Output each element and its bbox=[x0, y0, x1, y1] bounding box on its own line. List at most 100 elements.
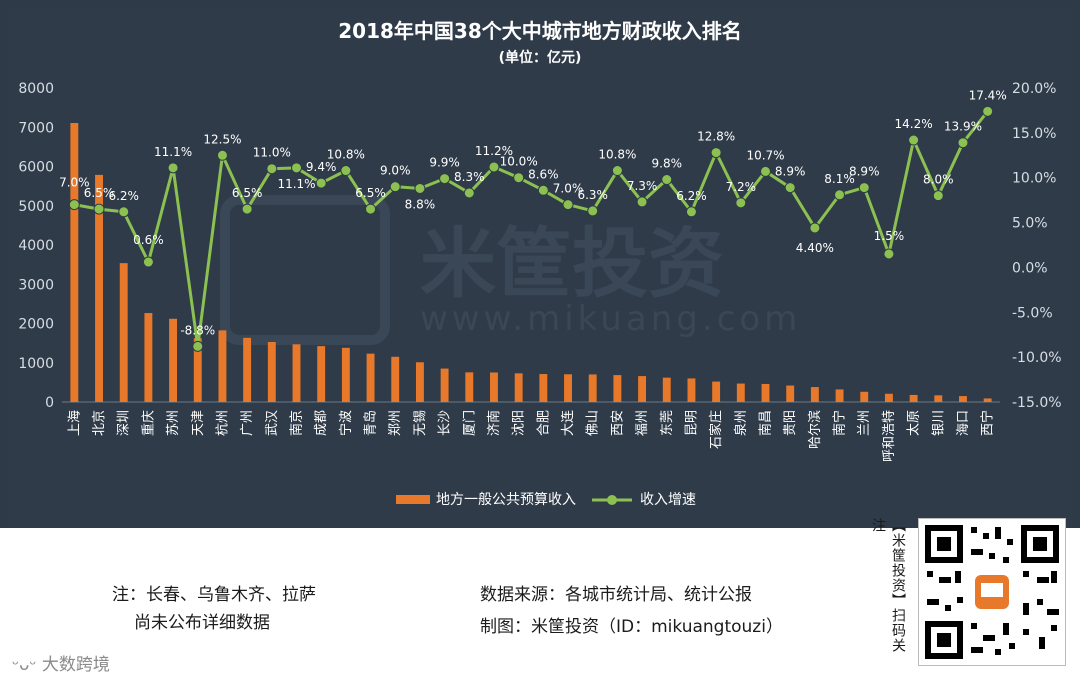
legend-bar-label: 地方一般公共预算收入 bbox=[436, 492, 576, 508]
bar bbox=[243, 337, 252, 402]
note-line1: 注：长春、乌鲁木齐、拉萨 bbox=[112, 585, 316, 605]
bar bbox=[317, 346, 326, 402]
bar bbox=[465, 372, 474, 402]
category-label: 济南 bbox=[486, 410, 502, 436]
right-axis-tick: 5.0% bbox=[1012, 216, 1048, 232]
bar bbox=[144, 313, 153, 402]
qr-code[interactable] bbox=[918, 518, 1066, 666]
growth-point bbox=[661, 174, 673, 186]
watermark-url: www.mikuang.com bbox=[420, 299, 801, 339]
growth-data-label: 14.2% bbox=[895, 117, 933, 131]
category-label: 成都 bbox=[314, 410, 329, 436]
growth-point bbox=[587, 205, 599, 217]
bar bbox=[638, 376, 647, 402]
growth-point bbox=[93, 203, 105, 215]
right-axis-tick: -15.0% bbox=[1012, 395, 1062, 411]
category-label: 西安 bbox=[610, 410, 625, 436]
growth-point bbox=[932, 190, 944, 202]
category-label: 无锡 bbox=[413, 410, 428, 436]
bar bbox=[884, 393, 893, 402]
growth-data-label: 8.6% bbox=[528, 167, 559, 181]
growth-point bbox=[735, 197, 747, 209]
legend-line-marker bbox=[607, 495, 617, 505]
bar bbox=[662, 377, 671, 402]
category-label: 青岛 bbox=[363, 410, 379, 436]
growth-data-label: 12.8% bbox=[697, 130, 735, 144]
growth-data-label: 9.8% bbox=[652, 157, 683, 171]
category-label: 苏州 bbox=[165, 410, 181, 436]
left-axis-tick: 7000 bbox=[18, 120, 54, 136]
growth-data-label: 7.0% bbox=[59, 176, 90, 190]
bar bbox=[860, 391, 869, 402]
bar bbox=[959, 396, 967, 402]
bar bbox=[613, 375, 622, 402]
category-label: 大连 bbox=[560, 410, 576, 436]
left-axis-tick: 6000 bbox=[18, 160, 54, 176]
growth-point bbox=[537, 184, 549, 196]
category-label: 兰州 bbox=[857, 410, 872, 436]
growth-data-label: 9.9% bbox=[429, 156, 460, 170]
data-source: 数据来源：各城市统计局、统计公报 bbox=[480, 585, 752, 605]
bar bbox=[193, 338, 202, 402]
bar bbox=[588, 374, 597, 402]
growth-data-label: 11.1% bbox=[154, 145, 192, 159]
growth-data-label: 8.0% bbox=[923, 173, 954, 187]
growth-point bbox=[266, 163, 278, 175]
growth-data-label: -8.8% bbox=[180, 323, 215, 337]
growth-point bbox=[784, 182, 796, 194]
category-label: 贵阳 bbox=[783, 410, 798, 436]
category-label: 武汉 bbox=[265, 410, 280, 436]
category-label: 天津 bbox=[191, 410, 206, 436]
growth-point bbox=[142, 256, 154, 268]
growth-data-label: 8.8% bbox=[405, 197, 436, 211]
ghost-icon: ᵕᴗᵕ bbox=[12, 655, 37, 675]
growth-data-label: 8.3% bbox=[454, 170, 485, 184]
legend-line-label: 收入增速 bbox=[640, 492, 696, 508]
category-label: 杭州 bbox=[215, 410, 230, 436]
category-label: 沈阳 bbox=[512, 410, 527, 436]
growth-line bbox=[74, 110, 989, 347]
growth-point bbox=[685, 206, 697, 218]
growth-point bbox=[834, 189, 846, 201]
growth-point bbox=[241, 203, 253, 215]
left-axis-tick: 1000 bbox=[18, 356, 54, 372]
bar bbox=[292, 344, 301, 402]
category-label: 石家庄 bbox=[708, 410, 724, 449]
growth-point bbox=[957, 137, 969, 149]
left-axis-tick: 8000 bbox=[18, 81, 54, 97]
bar bbox=[95, 174, 103, 402]
growth-point bbox=[982, 105, 994, 117]
legend-bar-swatch bbox=[396, 495, 430, 504]
category-label: 宁波 bbox=[338, 410, 354, 436]
growth-data-label: 10.0% bbox=[500, 155, 538, 169]
growth-point bbox=[192, 340, 204, 352]
growth-data-label: 6.3% bbox=[577, 188, 608, 202]
bar bbox=[119, 263, 128, 402]
growth-data-label: 7.3% bbox=[627, 179, 658, 193]
growth-data-label: 1.5% bbox=[874, 229, 905, 243]
category-label: 南宁 bbox=[832, 410, 848, 436]
growth-data-label: 11.1% bbox=[277, 177, 315, 191]
watermark-logo-icon bbox=[220, 195, 390, 345]
category-label: 重庆 bbox=[140, 410, 156, 436]
growth-point bbox=[118, 206, 130, 218]
category-label: 呼和浩特 bbox=[882, 410, 897, 462]
bar bbox=[712, 381, 721, 402]
bar bbox=[909, 394, 918, 402]
category-label: 合肥 bbox=[536, 410, 551, 436]
bar bbox=[70, 123, 79, 403]
growth-data-label: 0.6% bbox=[133, 233, 164, 247]
qr-caption: 【米筐投资】扫码关注 bbox=[870, 518, 906, 653]
growth-point bbox=[562, 199, 574, 211]
bar bbox=[514, 373, 523, 402]
category-label: 海口 bbox=[956, 410, 971, 436]
growth-point bbox=[883, 248, 895, 260]
category-label: 上海 bbox=[67, 410, 82, 436]
category-label: 西宁 bbox=[980, 410, 996, 436]
growth-data-label: 10.8% bbox=[327, 148, 365, 162]
category-label: 郑州 bbox=[388, 410, 403, 436]
growth-data-label: 6.5% bbox=[232, 186, 263, 200]
bar bbox=[391, 356, 400, 402]
footer-watermark: ᵕᴗᵕ 大数跨境 bbox=[12, 650, 110, 675]
